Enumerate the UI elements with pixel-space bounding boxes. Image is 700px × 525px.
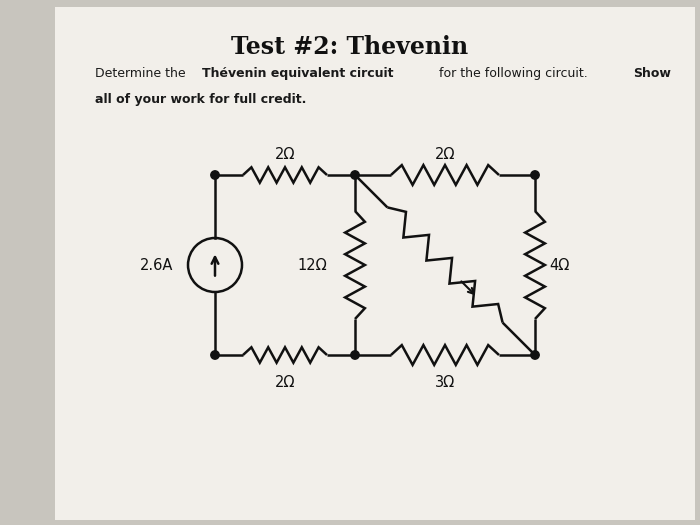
Text: all of your work for full credit.: all of your work for full credit.: [95, 93, 307, 106]
Circle shape: [351, 171, 359, 179]
Text: 4Ω: 4Ω: [549, 257, 569, 272]
Circle shape: [351, 351, 359, 359]
Text: 2Ω: 2Ω: [275, 147, 295, 162]
Circle shape: [531, 171, 539, 179]
Circle shape: [211, 171, 219, 179]
Text: Show: Show: [633, 67, 671, 80]
Text: Thévenin equivalent circuit: Thévenin equivalent circuit: [202, 67, 393, 80]
Text: 3Ω: 3Ω: [435, 375, 455, 390]
Text: 2Ω: 2Ω: [435, 147, 455, 162]
Text: 2.6A: 2.6A: [139, 257, 173, 272]
Circle shape: [531, 351, 539, 359]
Text: Determine the: Determine the: [95, 67, 190, 80]
Text: 2Ω: 2Ω: [275, 375, 295, 390]
Text: for the following circuit.: for the following circuit.: [435, 67, 592, 80]
Circle shape: [211, 351, 219, 359]
Text: 12Ω: 12Ω: [298, 257, 327, 272]
Text: Test #2: Thevenin: Test #2: Thevenin: [232, 35, 468, 59]
